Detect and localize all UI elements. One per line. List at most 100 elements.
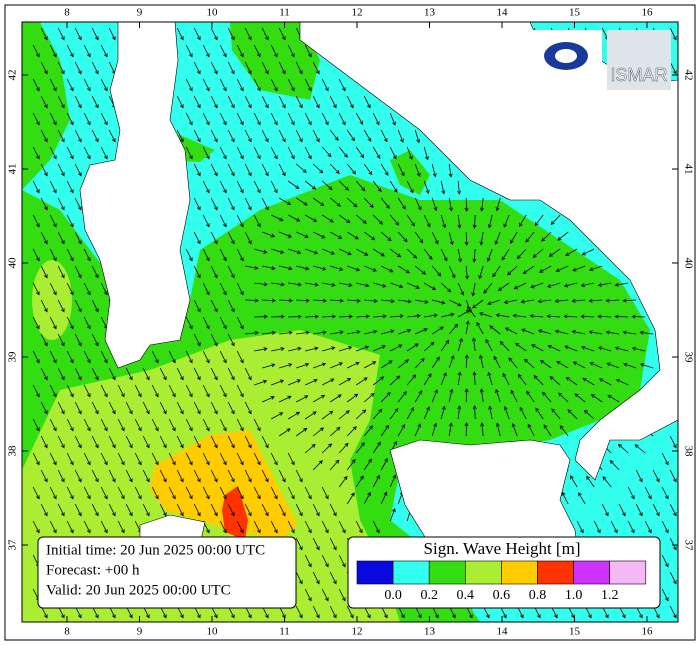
colorbar-swatch bbox=[464, 560, 502, 585]
wave-arrow bbox=[464, 231, 469, 246]
wave-arrow bbox=[253, 452, 261, 466]
wave-arrow bbox=[168, 452, 176, 466]
wave-arrow bbox=[270, 180, 278, 194]
wave-arrow bbox=[593, 520, 601, 534]
wave-arrow bbox=[253, 112, 261, 126]
wave-arrow bbox=[49, 316, 57, 330]
wave-arrow bbox=[448, 163, 453, 178]
wave-arrow bbox=[296, 362, 310, 369]
wave-arrow bbox=[338, 214, 351, 224]
wave-arrow bbox=[312, 231, 326, 239]
wave-arrow bbox=[296, 330, 310, 335]
wave-arrow bbox=[661, 452, 669, 466]
wave-arrow bbox=[448, 197, 454, 212]
wave-arrow bbox=[523, 358, 535, 369]
wave-arrow bbox=[142, 401, 150, 415]
wave-arrow bbox=[227, 61, 235, 75]
wave-arrow bbox=[590, 394, 603, 403]
wave-arrow bbox=[295, 571, 303, 585]
wave-arrow bbox=[117, 520, 125, 534]
wave-arrow bbox=[346, 231, 359, 240]
wave-arrow bbox=[74, 95, 82, 109]
wave-arrow bbox=[414, 197, 422, 211]
wave-arrow bbox=[614, 282, 629, 287]
wave-arrow bbox=[373, 345, 386, 352]
wave-arrow bbox=[338, 554, 346, 568]
wave-arrow bbox=[32, 384, 40, 398]
lon-label: 8 bbox=[64, 7, 70, 19]
wave-arrow bbox=[529, 314, 544, 319]
wave-arrow bbox=[125, 469, 133, 483]
wave-arrow bbox=[83, 452, 91, 466]
wave-arrow bbox=[313, 265, 327, 271]
wave-arrow bbox=[49, 282, 57, 296]
axis-labels: 8 8 9 9 10 10 11 11 12 12 13 13 14 14 15 15 16 16 37 37 38 38… bbox=[7, 7, 695, 638]
wave-arrow bbox=[134, 418, 142, 432]
wave-arrow bbox=[32, 78, 40, 92]
wave-arrow bbox=[472, 248, 477, 263]
wave-arrow bbox=[329, 231, 343, 239]
logo-text: ISMAR bbox=[610, 65, 667, 85]
wave-arrow bbox=[227, 503, 235, 517]
wave-arrow bbox=[406, 146, 413, 160]
wave-arrow bbox=[487, 371, 493, 386]
wave-arrow bbox=[185, 112, 193, 126]
wave-arrow bbox=[244, 435, 252, 449]
wave-arrow bbox=[295, 605, 303, 619]
wave-arrow bbox=[270, 44, 278, 58]
wave-arrow bbox=[457, 337, 463, 352]
wave-arrow bbox=[589, 362, 603, 369]
wave-arrow bbox=[364, 298, 378, 303]
wave-arrow bbox=[338, 378, 352, 386]
wave-arrow bbox=[304, 180, 317, 190]
wave-arrow bbox=[176, 129, 184, 143]
initial-time: Initial time: 20 Jun 2025 00:00 UTC bbox=[46, 542, 265, 558]
wave-arrow bbox=[440, 282, 452, 293]
wave-arrow bbox=[448, 422, 453, 437]
wave-arrow bbox=[74, 367, 82, 381]
lon-label: 8 bbox=[64, 626, 70, 638]
colorbar-label: 0.6 bbox=[493, 588, 511, 603]
wave-arrow bbox=[389, 146, 397, 160]
wave-arrow bbox=[253, 418, 261, 432]
wave-arrow bbox=[572, 361, 586, 369]
wave-arrow bbox=[530, 282, 544, 289]
wave-arrow bbox=[219, 384, 227, 398]
wave-arrow bbox=[219, 316, 227, 330]
wave-arrow bbox=[74, 265, 82, 279]
wave-arrow bbox=[550, 214, 561, 226]
wave-arrow bbox=[440, 405, 446, 420]
wave-arrow bbox=[321, 378, 335, 386]
zone-light-green bbox=[32, 260, 72, 340]
wave-arrow bbox=[66, 350, 74, 364]
wave-arrow bbox=[449, 299, 462, 307]
wave-arrow bbox=[304, 78, 312, 92]
wave-arrow bbox=[479, 231, 484, 246]
wave-arrow bbox=[472, 371, 477, 386]
wave-arrow bbox=[202, 486, 210, 500]
wave-arrow bbox=[372, 180, 382, 193]
wave-arrow bbox=[244, 367, 252, 381]
wave-arrow bbox=[227, 27, 235, 41]
lat-label: 38 bbox=[682, 446, 694, 458]
wave-arrow bbox=[471, 337, 476, 352]
wave-arrow bbox=[313, 362, 327, 369]
wave-arrow bbox=[288, 379, 301, 386]
lon-label: 10 bbox=[207, 7, 219, 19]
wave-arrow bbox=[244, 469, 252, 483]
wave-arrow bbox=[588, 298, 603, 303]
wave-arrow bbox=[338, 442, 349, 454]
wave-arrow bbox=[295, 163, 307, 173]
lon-label: 9 bbox=[137, 7, 143, 19]
wave-arrow bbox=[305, 346, 319, 352]
wave-arrow bbox=[486, 248, 493, 263]
wave-arrow bbox=[271, 346, 285, 352]
wave-arrow bbox=[295, 129, 303, 143]
wave-arrow bbox=[526, 390, 535, 403]
wave-arrow bbox=[193, 435, 201, 449]
wave-arrow bbox=[296, 298, 310, 303]
wave-arrow bbox=[295, 427, 308, 437]
zone-green bbox=[230, 22, 320, 100]
wave-arrow bbox=[346, 197, 358, 208]
wave-arrow bbox=[227, 435, 235, 449]
